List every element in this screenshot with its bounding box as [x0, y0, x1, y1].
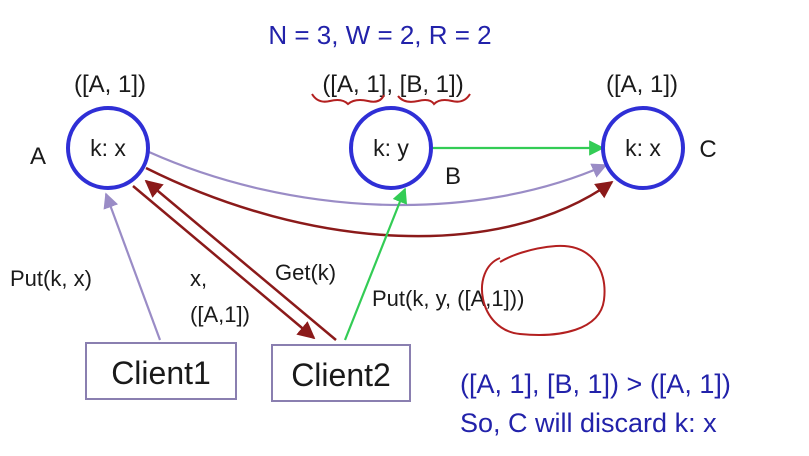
- brace-annotation-a1: [311, 93, 385, 106]
- node-c: k: x: [601, 106, 685, 190]
- node-c-circle: [601, 106, 685, 190]
- node-a-circle: [66, 106, 150, 190]
- node-a-content: k: x: [90, 135, 126, 161]
- client2-box: Client2: [271, 344, 411, 402]
- client2-label: Client2: [291, 357, 391, 393]
- brace-annotation-b1: [397, 93, 471, 106]
- node-a: k: x: [66, 106, 150, 190]
- node-c-content: k: x: [625, 135, 661, 161]
- arrow-a-to-client2: [132, 185, 316, 340]
- label-put-kx: Put(k, x): [10, 266, 92, 291]
- client2-rect: [271, 344, 411, 402]
- conclusion-line2: So, C will discard k: x: [460, 408, 717, 438]
- node-a-clock: ([A, 1]): [74, 71, 146, 98]
- node-c-label: C: [699, 136, 716, 163]
- arrow-a-to-c-darkred: [145, 166, 614, 238]
- params-title: N = 3, W = 2, R = 2: [268, 20, 491, 50]
- arrow-client2-to-b: [343, 187, 408, 341]
- node-b-content: k: y: [373, 135, 409, 161]
- node-b-label: B: [445, 163, 461, 190]
- node-b-circle: [349, 106, 433, 190]
- label-put-ky: Put(k, y, ([A,1])): [372, 286, 524, 311]
- label-get-k: Get(k): [275, 260, 336, 285]
- client1-rect: [85, 342, 237, 400]
- arrow-client2-to-a: [144, 179, 337, 341]
- conclusion-line1: ([A, 1], [B, 1]) > ([A, 1]): [460, 369, 731, 399]
- node-c-clock: ([A, 1]): [606, 71, 678, 98]
- node-a-label: A: [30, 143, 46, 170]
- label-reply-clock: ([A,1]): [190, 302, 250, 327]
- arrow-client1-to-a: [103, 192, 162, 341]
- client1-box: Client1: [85, 342, 237, 400]
- node-b: k: y: [349, 106, 433, 190]
- label-reply-value: x,: [190, 266, 207, 291]
- context-circle-annotation: [481, 244, 606, 336]
- node-b-clock: ([A, 1], [B, 1]): [322, 71, 463, 98]
- client1-label: Client1: [111, 355, 211, 391]
- arrow-a-to-c-purple: [148, 150, 608, 207]
